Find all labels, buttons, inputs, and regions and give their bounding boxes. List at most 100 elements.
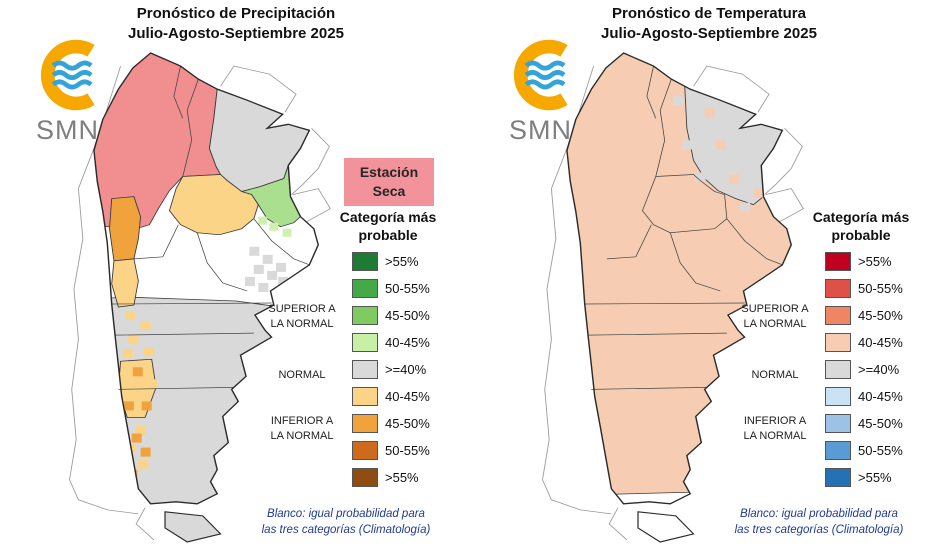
province-borders <box>584 66 783 390</box>
argentina-outline <box>93 52 319 505</box>
legend-swatch <box>352 414 378 433</box>
group-superior-line2: LA NORMAL <box>270 317 334 330</box>
group-superior-label: SUPERIOR A LA NORMAL <box>725 302 825 332</box>
logo-arc <box>40 39 95 111</box>
chile-tdf-line <box>608 507 628 541</box>
legend-label: 50-55% <box>385 281 430 296</box>
group-inferior-line1: INFERIOR A <box>743 415 807 427</box>
legend-item: >55% <box>352 252 430 271</box>
group-superior-line1: SUPERIOR A <box>741 303 809 315</box>
legend-swatch <box>352 333 378 352</box>
paraguay-border-line <box>693 65 770 113</box>
mesopotamia-light-green-speckles <box>258 216 292 237</box>
legend-label: 50-55% <box>858 281 903 296</box>
legend-swatch <box>825 333 851 352</box>
title-line1: Pronóstico de Precipitación <box>136 5 336 22</box>
smn-logo-text: SMN <box>509 115 572 145</box>
argentina-outline <box>566 52 792 505</box>
legend-item: 50-55% <box>825 441 903 460</box>
legend-item: 40-45% <box>352 333 430 352</box>
dry-season-line2: Seca <box>372 182 406 199</box>
region-country-superior <box>566 53 792 504</box>
legend-item: 45-50% <box>825 414 903 433</box>
region-south-white <box>566 491 710 504</box>
dry-season-line1: Estación <box>359 164 419 180</box>
legend-swatch <box>825 252 851 271</box>
smn-logo: SMN <box>503 38 599 144</box>
legend-item: 40-45% <box>825 333 903 352</box>
legend-label: >55% <box>858 470 892 485</box>
logo-waves-icon <box>524 60 566 90</box>
smn-logo: SMN <box>30 38 126 144</box>
group-inferior-line2: LA NORMAL <box>270 429 334 442</box>
legend-swatch <box>825 279 851 298</box>
note-line1: Blanco: igual probabilidad para <box>740 508 898 520</box>
brazil-border-line <box>764 128 803 195</box>
legend: >55% 50-55% 45-50% 40-45% >=40% 40-45% 4… <box>352 252 430 495</box>
legend-item: 45-50% <box>825 306 903 325</box>
legend-swatch <box>825 468 851 487</box>
legend-item: 45-50% <box>352 306 430 325</box>
legend-item: 40-45% <box>352 387 430 406</box>
note-line2: las tres categorías (Climatología) <box>734 524 904 537</box>
legend-item: 50-55% <box>352 441 430 460</box>
group-superior-line2: LA NORMAL <box>743 317 807 330</box>
logo-waves-icon <box>51 60 93 90</box>
precipitation-title: Pronóstico de Precipitación Julio-Agosto… <box>0 4 472 43</box>
uruguay-border-line <box>765 188 805 224</box>
climatology-note: Blanco: igual probabilidad para las tres… <box>711 506 927 538</box>
argentina-precipitation-map <box>69 52 332 543</box>
legend-label: 40-45% <box>385 389 430 404</box>
legend-heading-line2: probable <box>831 227 891 244</box>
group-inferior-line2: LA NORMAL <box>743 429 807 442</box>
region-tierra-del-fuego <box>637 511 695 543</box>
legend-swatch <box>352 441 378 460</box>
legend-label: 45-50% <box>858 308 903 323</box>
legend-label: 45-50% <box>385 416 430 431</box>
note-line2: las tres categorías (Climatología) <box>261 524 431 537</box>
legend-label: >55% <box>385 254 419 269</box>
climatology-note: Blanco: igual probabilidad para las tres… <box>238 506 454 538</box>
brazil-border-line <box>291 128 330 195</box>
legend-item: 50-55% <box>825 279 903 298</box>
argentina-temperature-map <box>542 52 805 543</box>
legend-heading-line1: Categoría más <box>812 209 910 225</box>
region-cuyo-strip-inferior <box>109 196 142 262</box>
legend-swatch <box>825 441 851 460</box>
legend-swatch <box>352 360 378 379</box>
legend-label: >=40% <box>385 362 427 377</box>
region-central-inferior <box>168 174 259 236</box>
legend: >55% 50-55% 45-50% 40-45% >=40% 40-45% 4… <box>825 252 903 495</box>
legend-item: 40-45% <box>825 387 903 406</box>
group-inferior-label: INFERIOR A LA NORMAL <box>252 414 352 444</box>
legend-swatch <box>352 306 378 325</box>
legend-item: 50-55% <box>352 279 430 298</box>
legend-item: >=40% <box>352 360 430 379</box>
dry-season-badge: Estación Seca <box>344 158 434 206</box>
southeast-gray-speckles <box>244 246 289 292</box>
legend-label: 40-45% <box>385 335 430 350</box>
legend-label: >55% <box>858 254 892 269</box>
legend-swatch <box>825 387 851 406</box>
group-normal-label: NORMAL <box>751 369 799 381</box>
temperature-panel: Pronóstico de Temperatura Julio-Agosto-S… <box>473 0 945 557</box>
legend-heading-line2: probable <box>358 227 418 244</box>
legend-swatch <box>825 414 851 433</box>
uruguay-border-line <box>292 188 332 224</box>
group-superior-label: SUPERIOR A LA NORMAL <box>252 302 352 332</box>
group-superior-line1: SUPERIOR A <box>268 303 336 315</box>
legend-swatch <box>825 306 851 325</box>
legend-swatch <box>352 279 378 298</box>
legend-heading: Categoría más probable <box>801 208 921 244</box>
legend-label: 45-50% <box>858 416 903 431</box>
legend-item: 45-50% <box>352 414 430 433</box>
smn-logo-mark <box>40 39 95 111</box>
legend-item: >=40% <box>825 360 903 379</box>
group-inferior-label: INFERIOR A LA NORMAL <box>725 414 825 444</box>
smn-logo-text: SMN <box>36 115 99 145</box>
legend-label: 40-45% <box>858 389 903 404</box>
paraguay-border-line <box>220 65 297 113</box>
legend-heading-line1: Categoría más <box>339 209 437 225</box>
legend-label: 40-45% <box>858 335 903 350</box>
